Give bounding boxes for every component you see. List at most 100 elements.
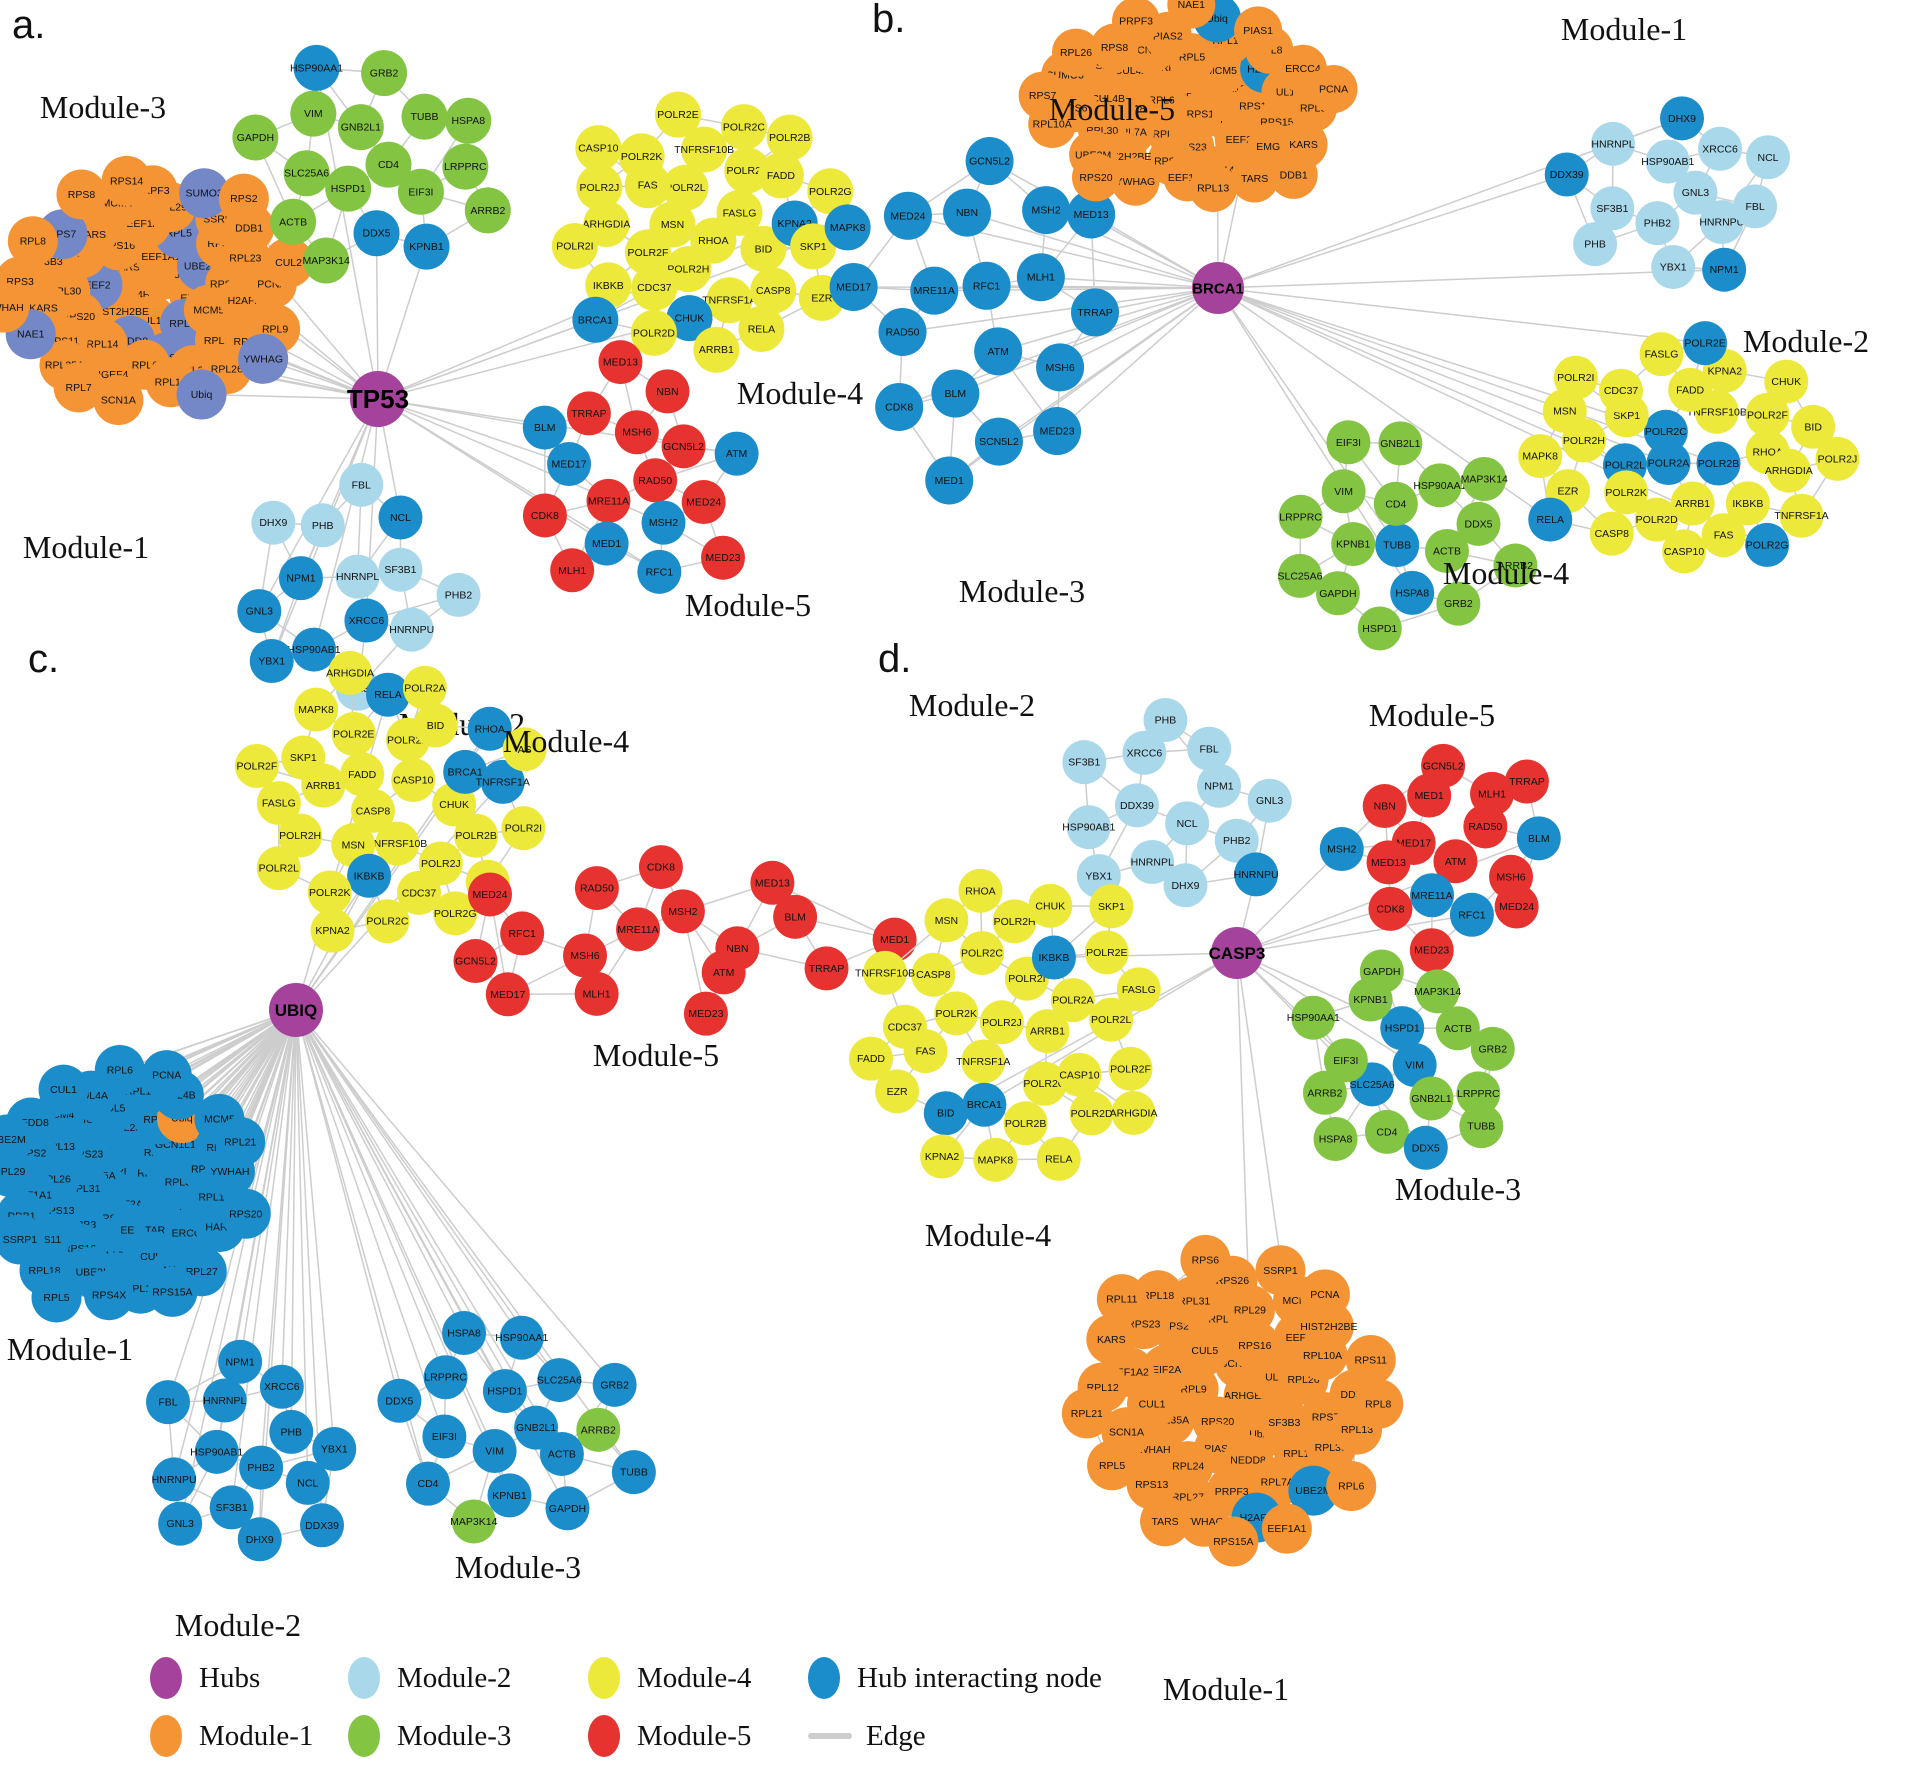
node-POLR2D	[630, 309, 677, 356]
node-label: EIF3I	[1336, 437, 1361, 449]
node-label: HSP90AA1	[1413, 480, 1466, 492]
node-label: GAPDH	[1363, 966, 1400, 978]
node-RAD50	[574, 866, 619, 911]
node-HSP90AB1	[194, 1429, 239, 1474]
node-PHB	[1143, 697, 1188, 742]
node-TRRAP	[566, 391, 611, 436]
node-MAPK8	[294, 687, 339, 732]
node-label: TARS	[1151, 1516, 1178, 1528]
node-PRPF3	[1112, 0, 1161, 46]
node-label: CDC37	[888, 1021, 923, 1033]
node-label: RPS8	[1101, 42, 1129, 54]
node-label: RPS6	[1192, 1254, 1220, 1266]
node-RPS15A	[1208, 1516, 1259, 1567]
node-SLC25A6	[1277, 553, 1322, 598]
node-POLR2E	[331, 711, 376, 756]
node-FASLG	[1639, 332, 1684, 377]
node-label: SKP1	[1098, 901, 1125, 913]
node-label: ARRB2	[470, 205, 505, 217]
node-CDK8	[875, 382, 924, 431]
hub-node-BRCA1	[1192, 262, 1244, 314]
node-MSH2	[1319, 827, 1364, 872]
node-HSP90AB1	[1066, 805, 1111, 850]
node-label: YBX1	[1085, 871, 1112, 883]
node-RPS15A	[147, 1266, 198, 1317]
node-label: POLR2L	[1605, 460, 1645, 472]
node-label: FBL	[158, 1397, 177, 1409]
node-RHOA	[467, 706, 512, 751]
node-label: GCN5L2	[1423, 760, 1464, 772]
node-label: RFC1	[508, 928, 536, 940]
node-HSPA8	[1313, 1117, 1358, 1162]
node-label: MRE11A	[588, 495, 629, 507]
node-label: MSH2	[668, 906, 697, 918]
node-label: POLR2H	[667, 264, 709, 276]
module-title-Module-3: Module-3	[1395, 1171, 1521, 1207]
node-label: MAPK8	[830, 222, 866, 234]
node-label: MSN	[935, 915, 958, 927]
node-label: HSP90AB1	[1062, 822, 1115, 834]
node-ARRB1	[1025, 1009, 1070, 1054]
node-label: RFC1	[1458, 909, 1486, 921]
node-label: MED1	[880, 934, 909, 946]
module-title-Module-4: Module-4	[1443, 555, 1569, 591]
node-ARHGDIA	[1766, 448, 1811, 493]
node-NCL	[285, 1460, 330, 1505]
node-label: NPM1	[1204, 780, 1233, 792]
node-label: RPL9	[1181, 1384, 1207, 1396]
node-label: FBL	[1200, 743, 1219, 755]
node-ARRB2	[576, 1407, 621, 1452]
node-RPS7	[1018, 71, 1067, 120]
panel-UBIQ: CASP8CASP10TNFRSF10BFADDCHUKMSNPOLR2DPOL…	[0, 637, 917, 1643]
node-IKBKB	[347, 853, 392, 898]
node-label: RPS2	[230, 193, 258, 205]
node-label: HNRNPU	[152, 1474, 197, 1486]
node-HSP90AA1	[499, 1315, 544, 1360]
node-label: CASP8	[756, 285, 791, 297]
module4-legend-swatch	[588, 1657, 620, 1699]
panel-letter: d.	[878, 637, 911, 681]
node-MLH1	[574, 971, 619, 1016]
node-SCN5L2	[974, 417, 1023, 466]
node-PHB2	[239, 1445, 284, 1490]
node-KPNB1	[487, 1473, 532, 1518]
node-MED1	[872, 917, 917, 962]
node-label: DHX9	[246, 1534, 274, 1546]
node-POLR2L	[1089, 997, 1134, 1042]
node-MSH6	[563, 933, 608, 978]
node-KPNA2	[310, 908, 355, 953]
node-POLR2F	[234, 743, 279, 788]
node-TNFRSF1A	[480, 759, 525, 804]
node-label: RHOA	[698, 235, 728, 247]
node-label: RELA	[748, 323, 775, 335]
node-DDX39	[1114, 783, 1159, 828]
node-DHX9	[237, 1517, 282, 1562]
node-UBE2M	[1288, 1465, 1339, 1516]
node-label: ACTB	[548, 1448, 576, 1460]
node-label: POLR2G	[1023, 1078, 1066, 1090]
node-label: PHB	[312, 520, 334, 532]
node-label: DHX9	[1171, 880, 1199, 892]
node-NPM1	[278, 556, 323, 601]
legend-label: Module-2	[397, 1661, 512, 1694]
node-label: MSH2	[1032, 205, 1061, 217]
panel-letter: a.	[12, 3, 45, 47]
node-label: GNL3	[1256, 795, 1284, 807]
node-XRCC6	[1122, 730, 1167, 775]
node-label: VIM	[1334, 486, 1353, 498]
node-POLR2C	[1643, 409, 1688, 454]
node-label: POLR2B	[769, 132, 810, 144]
node-label: ARRB2	[581, 1424, 616, 1436]
hub-legend-swatch	[150, 1657, 182, 1699]
node-label: IKBKB	[593, 280, 624, 292]
node-label: SCN5L2	[979, 436, 1019, 448]
node-label: ARRB1	[699, 344, 734, 356]
node-AS	[502, 727, 547, 772]
node-label: SLC25A6	[1350, 1079, 1395, 1091]
node-IKBKB	[1725, 481, 1770, 526]
node-label: HNRNPL	[1591, 138, 1634, 150]
node-label: KPNB1	[492, 1490, 527, 1502]
node-label: DDX5	[1464, 518, 1492, 530]
